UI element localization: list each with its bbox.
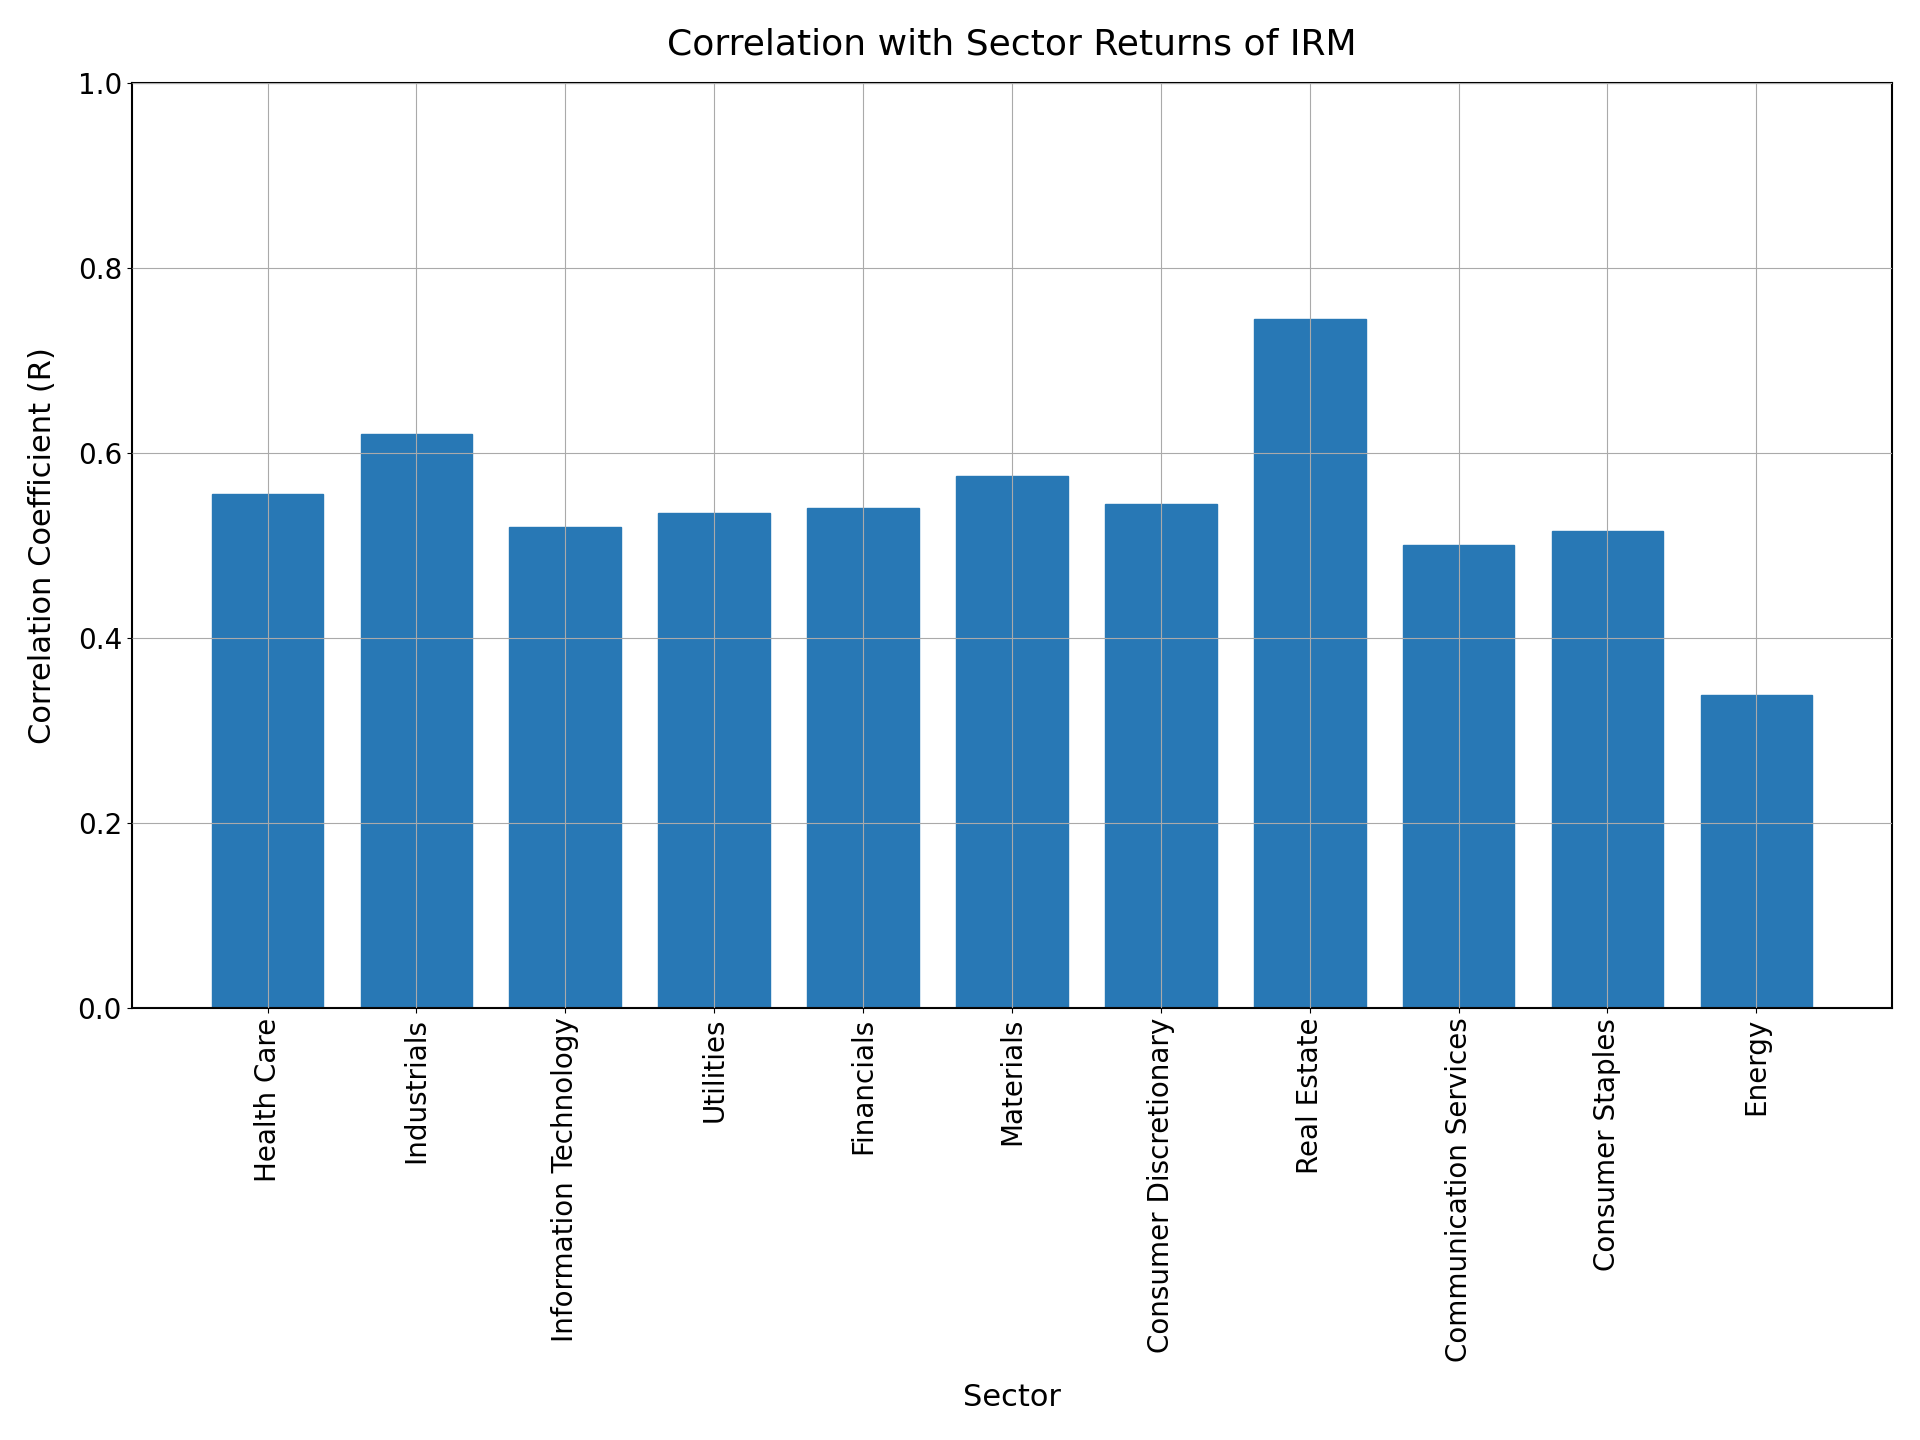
Bar [509,527,622,1008]
Bar [1106,504,1217,1008]
X-axis label: Sector: Sector [964,1384,1062,1413]
Bar [1701,696,1812,1008]
Bar [1254,318,1365,1008]
Bar [211,494,323,1008]
Bar [1551,531,1663,1008]
Bar [1404,546,1515,1008]
Bar [806,508,920,1008]
Y-axis label: Correlation Coefficient (R): Correlation Coefficient (R) [27,347,58,743]
Bar [956,475,1068,1008]
Bar [361,435,472,1008]
Bar [659,513,770,1008]
Title: Correlation with Sector Returns of IRM: Correlation with Sector Returns of IRM [666,27,1357,62]
